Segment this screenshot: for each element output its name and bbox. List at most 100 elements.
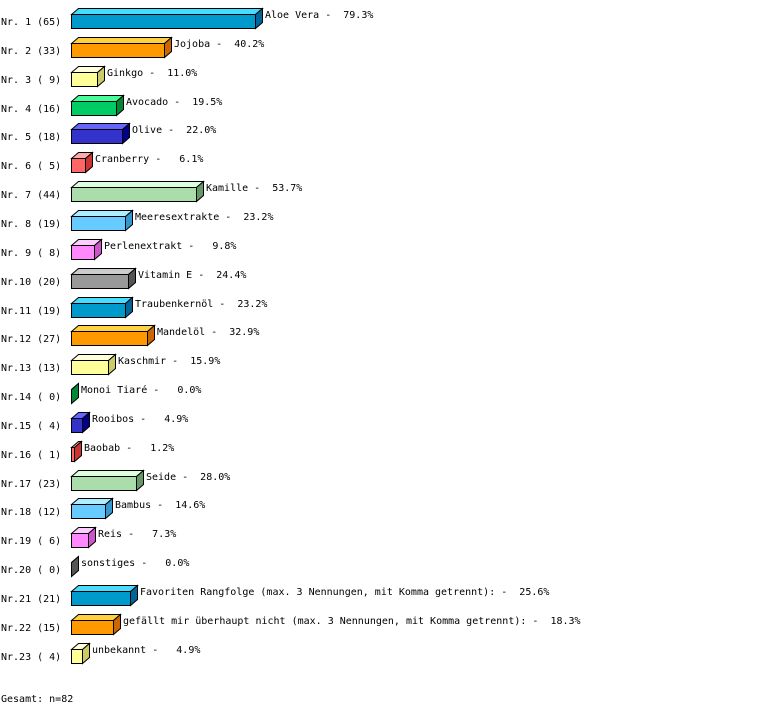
bar-top (70, 181, 205, 188)
bar-side (128, 267, 136, 290)
bar-top (70, 123, 131, 130)
bar-value-label: Seide - 28.0% (146, 472, 230, 483)
bar-value-label: Jojoba - 40.2% (174, 39, 264, 50)
bar-top (70, 614, 122, 621)
bar-front (71, 476, 137, 491)
bar-front (71, 101, 117, 116)
bar-front (71, 504, 106, 519)
bar-side (125, 296, 133, 319)
row-label: Nr.16 ( 1) (1, 450, 61, 461)
bar-top (70, 37, 173, 44)
bar-side (255, 7, 263, 30)
row-label: Nr. 5 (18) (1, 132, 61, 143)
bar-side (88, 526, 96, 549)
bar-front (71, 72, 98, 87)
bar-value-label: Kamille - 53.7% (206, 183, 302, 194)
bar-value-label: Mandelöl - 32.9% (157, 327, 259, 338)
row-label: Nr. 1 (65) (1, 17, 61, 28)
row-label: Nr.14 ( 0) (1, 392, 61, 403)
bar-side (94, 238, 102, 261)
bar-value-label: Reis - 7.3% (98, 529, 176, 540)
bar-front (71, 14, 256, 29)
bar-side (105, 497, 113, 520)
bar-side (97, 65, 105, 88)
bar-top (70, 325, 156, 332)
row-label: Nr. 8 (19) (1, 219, 61, 230)
bar-front (71, 274, 129, 289)
bar-front (71, 620, 114, 635)
row-label: Nr.17 (23) (1, 479, 61, 490)
bar-value-label: Olive - 22.0% (132, 125, 216, 136)
bar-value-label: Perlenextrakt - 9.8% (104, 241, 236, 252)
bar-value-label: Avocado - 19.5% (126, 97, 222, 108)
bar-front (71, 43, 165, 58)
bar-value-label: Cranberry - 6.1% (95, 154, 203, 165)
row-label: Nr.10 (20) (1, 277, 61, 288)
row-label: Nr.18 (12) (1, 507, 61, 518)
bar-top (70, 268, 137, 275)
bar-side (71, 382, 79, 405)
row-label: Nr.20 ( 0) (1, 565, 61, 576)
total-label: Gesamt: n=82 (1, 694, 73, 705)
bar-front (71, 303, 126, 318)
bar-side (164, 36, 172, 59)
bar-side (130, 584, 138, 607)
bar-front (71, 418, 83, 433)
row-label: Nr. 7 (44) (1, 190, 61, 201)
bar-value-label: gefällt mir überhaupt nicht (max. 3 Nenn… (123, 616, 581, 627)
bar-value-label: sonstiges - 0.0% (81, 558, 189, 569)
bar-top (70, 95, 125, 102)
bar-side (136, 469, 144, 492)
row-label: Nr.19 ( 6) (1, 536, 61, 547)
bar-value-label: Baobab - 1.2% (84, 443, 174, 454)
bar-side (122, 122, 130, 145)
row-label: Nr.21 (21) (1, 594, 61, 605)
bar-front (71, 158, 86, 173)
bar-value-label: Traubenkernöl - 23.2% (135, 299, 267, 310)
bar-front (71, 591, 131, 606)
bar-side (74, 440, 82, 463)
bar-side (125, 209, 133, 232)
bar-front (71, 360, 109, 375)
bar-value-label: Aloe Vera - 79.3% (265, 10, 373, 21)
bar-value-label: Meeresextrakte - 23.2% (135, 212, 273, 223)
bar-value-label: unbekannt - 4.9% (92, 645, 200, 656)
row-label: Nr. 9 ( 8) (1, 248, 61, 259)
bar-side (82, 642, 90, 665)
bar-top (70, 585, 139, 592)
bars-group: Nr. 1 (65) Aloe Vera - 79.3% Nr. 2 (33) Joj… (1, 7, 581, 665)
row-label: Nr.23 ( 4) (1, 652, 61, 663)
row-label: Nr.12 (27) (1, 334, 61, 345)
bar-top (70, 297, 134, 304)
row-label: Nr. 2 (33) (1, 46, 61, 57)
bar-front (71, 533, 89, 548)
bar-front (71, 245, 95, 260)
bar-side (116, 94, 124, 117)
row-label: Nr.11 (19) (1, 306, 61, 317)
bar-value-label: Vitamin E - 24.4% (138, 270, 246, 281)
bar-value-label: Rooibos - 4.9% (92, 414, 188, 425)
bar-front (71, 331, 148, 346)
row-label: Nr. 3 ( 9) (1, 75, 61, 86)
bar-side (71, 555, 79, 578)
bar-value-label: Kaschmir - 15.9% (118, 356, 220, 367)
bar-side (196, 180, 204, 203)
row-label: Nr. 4 (16) (1, 104, 61, 115)
bar-value-label: Ginkgo - 11.0% (107, 68, 197, 79)
bar-front (71, 129, 123, 144)
row-label: Nr. 6 ( 5) (1, 161, 61, 172)
bar-side (108, 353, 116, 376)
bar-side (147, 324, 155, 347)
bar-value-label: Monoi Tiaré - 0.0% (81, 384, 201, 396)
bar-value-label: Bambus - 14.6% (115, 500, 205, 511)
row-label: Nr.13 (13) (1, 363, 61, 374)
bar-side (113, 613, 121, 636)
row-label: Nr.15 ( 4) (1, 421, 61, 432)
bar-side (82, 411, 90, 434)
row-label: Nr.22 (15) (1, 623, 61, 634)
bar-top (70, 470, 145, 477)
bar-top (70, 8, 264, 15)
bar-value-label: Favoriten Rangfolge (max. 3 Nennungen, m… (140, 587, 549, 598)
bar-front (71, 216, 126, 231)
